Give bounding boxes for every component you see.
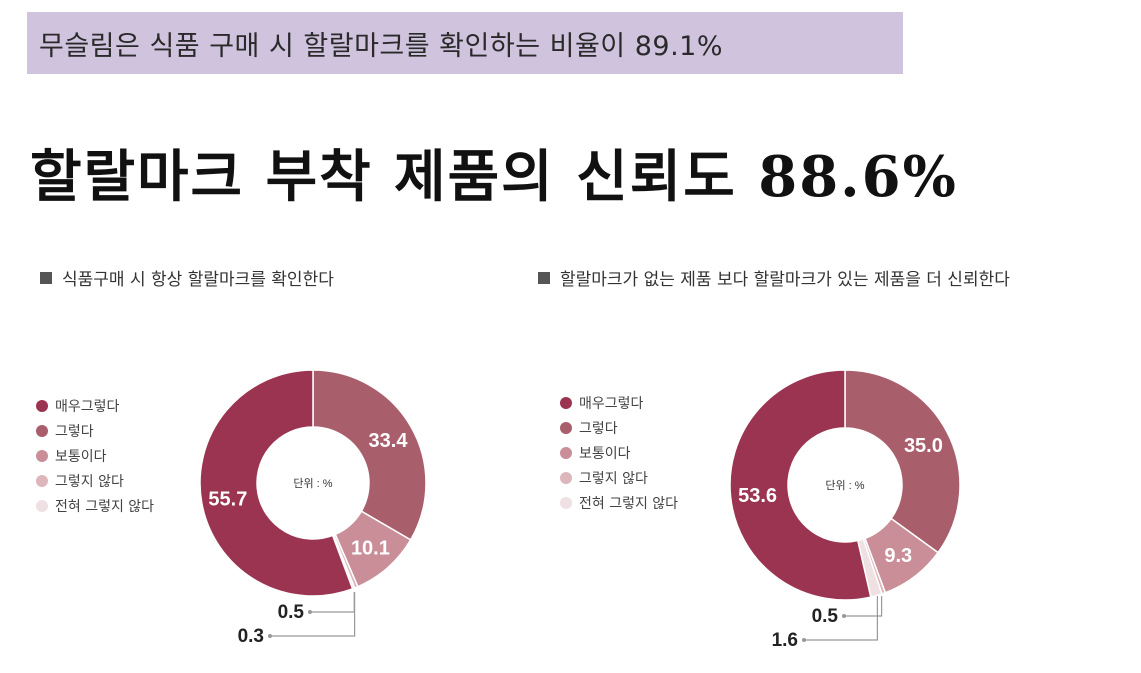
slice-value-label: 0.5 bbox=[278, 602, 305, 623]
leader-line bbox=[270, 592, 356, 637]
legend-dot-icon bbox=[560, 496, 572, 509]
headline: 할랄마크 부착 제품의 신뢰도 88.6% bbox=[30, 144, 958, 210]
legend-dot-icon bbox=[36, 449, 48, 462]
slice-value-label: 53.6 bbox=[738, 485, 777, 507]
chart-2-legend: 매우그렇다 그렇다 보통이다 그렇지 않다 전혀 그렇지 않다 bbox=[560, 390, 678, 515]
summary-banner-text: 무슬림은 식품 구매 시 할랄마크를 확인하는 비율이 89.1% bbox=[39, 30, 723, 62]
chart-1-title-text: 식품구매 시 항상 할랄마크를 확인한다 bbox=[62, 270, 334, 290]
legend-dot-icon bbox=[560, 421, 572, 434]
legend-label: 전혀 그렇지 않다 bbox=[55, 498, 155, 515]
donut-slice bbox=[729, 369, 872, 601]
chart-1-legend: 매우그렇다 그렇다 보통이다 그렇지 않다 전혀 그렇지 않다 bbox=[36, 393, 154, 518]
slice-value-label: 55.7 bbox=[208, 488, 247, 510]
legend-item: 그렇지 않다 bbox=[36, 468, 154, 493]
legend-dot-icon bbox=[560, 446, 572, 459]
leader-dot bbox=[308, 610, 312, 614]
legend-item: 매우그렇다 bbox=[36, 393, 154, 418]
legend-dot-icon bbox=[36, 499, 48, 512]
leader-dot bbox=[268, 634, 272, 638]
legend-item: 전혀 그렇지 않다 bbox=[36, 493, 154, 518]
legend-item: 전혀 그렇지 않다 bbox=[560, 490, 678, 515]
slice-value-label: 1.6 bbox=[772, 630, 798, 651]
leader-line bbox=[844, 596, 883, 617]
chart-2-title-text: 할랄마크가 없는 제품 보다 할랄마크가 있는 제품을 더 신뢰한다 bbox=[560, 270, 1010, 290]
legend-label: 그렇다 bbox=[55, 423, 94, 440]
leader-dot bbox=[842, 614, 846, 618]
legend-dot-icon bbox=[560, 471, 572, 484]
slice-value-label: 10.1 bbox=[351, 538, 390, 560]
chart-2-donut: 단위 : % 53.6 35.0 9.3 0.5 1.6 bbox=[729, 369, 961, 651]
donut-slice bbox=[312, 369, 427, 541]
legend-item: 보통이다 bbox=[36, 443, 154, 468]
legend-item: 그렇다 bbox=[560, 415, 678, 440]
square-bullet-icon bbox=[538, 271, 550, 284]
legend-label: 매우그렇다 bbox=[55, 398, 120, 415]
legend-label: 그렇지 않다 bbox=[579, 470, 648, 487]
legend-item: 그렇지 않다 bbox=[560, 465, 678, 490]
slice-value-label: 9.3 bbox=[884, 545, 912, 567]
legend-label: 그렇다 bbox=[579, 420, 618, 437]
chart-1-title: 식품구매 시 항상 할랄마크를 확인한다 bbox=[40, 265, 334, 290]
chart-1-donut: 단위 : % 55.7 33.4 10.1 0.5 0.3 bbox=[199, 369, 427, 647]
legend-label: 보통이다 bbox=[55, 448, 107, 465]
legend-label: 보통이다 bbox=[579, 445, 631, 462]
square-bullet-icon bbox=[40, 271, 52, 284]
slice-value-label: 33.4 bbox=[369, 430, 409, 452]
donut-slice bbox=[844, 369, 961, 554]
legend-dot-icon bbox=[560, 396, 572, 409]
legend-label: 그렇지 않다 bbox=[55, 473, 124, 490]
donut-slice bbox=[199, 369, 354, 597]
center-unit-label: 단위 : % bbox=[825, 479, 864, 492]
legend-item: 그렇다 bbox=[36, 418, 154, 443]
legend-item: 보통이다 bbox=[560, 440, 678, 465]
legend-dot-icon bbox=[36, 424, 48, 437]
summary-banner: 무슬림은 식품 구매 시 할랄마크를 확인하는 비율이 89.1% bbox=[27, 12, 903, 74]
legend-dot-icon bbox=[36, 474, 48, 487]
legend-item: 매우그렇다 bbox=[560, 390, 678, 415]
legend-label: 전혀 그렇지 않다 bbox=[579, 495, 679, 512]
slice-value-label: 0.3 bbox=[238, 626, 264, 647]
center-unit-label: 단위 : % bbox=[293, 477, 332, 490]
legend-label: 매우그렇다 bbox=[579, 395, 644, 412]
legend-dot-icon bbox=[36, 399, 48, 412]
chart-2-title: 할랄마크가 없는 제품 보다 할랄마크가 있는 제품을 더 신뢰한다 bbox=[538, 265, 1010, 290]
leader-line bbox=[804, 596, 878, 641]
slice-value-label: 35.0 bbox=[904, 435, 943, 457]
slice-value-label: 0.5 bbox=[812, 606, 839, 627]
leader-dot bbox=[802, 638, 806, 642]
